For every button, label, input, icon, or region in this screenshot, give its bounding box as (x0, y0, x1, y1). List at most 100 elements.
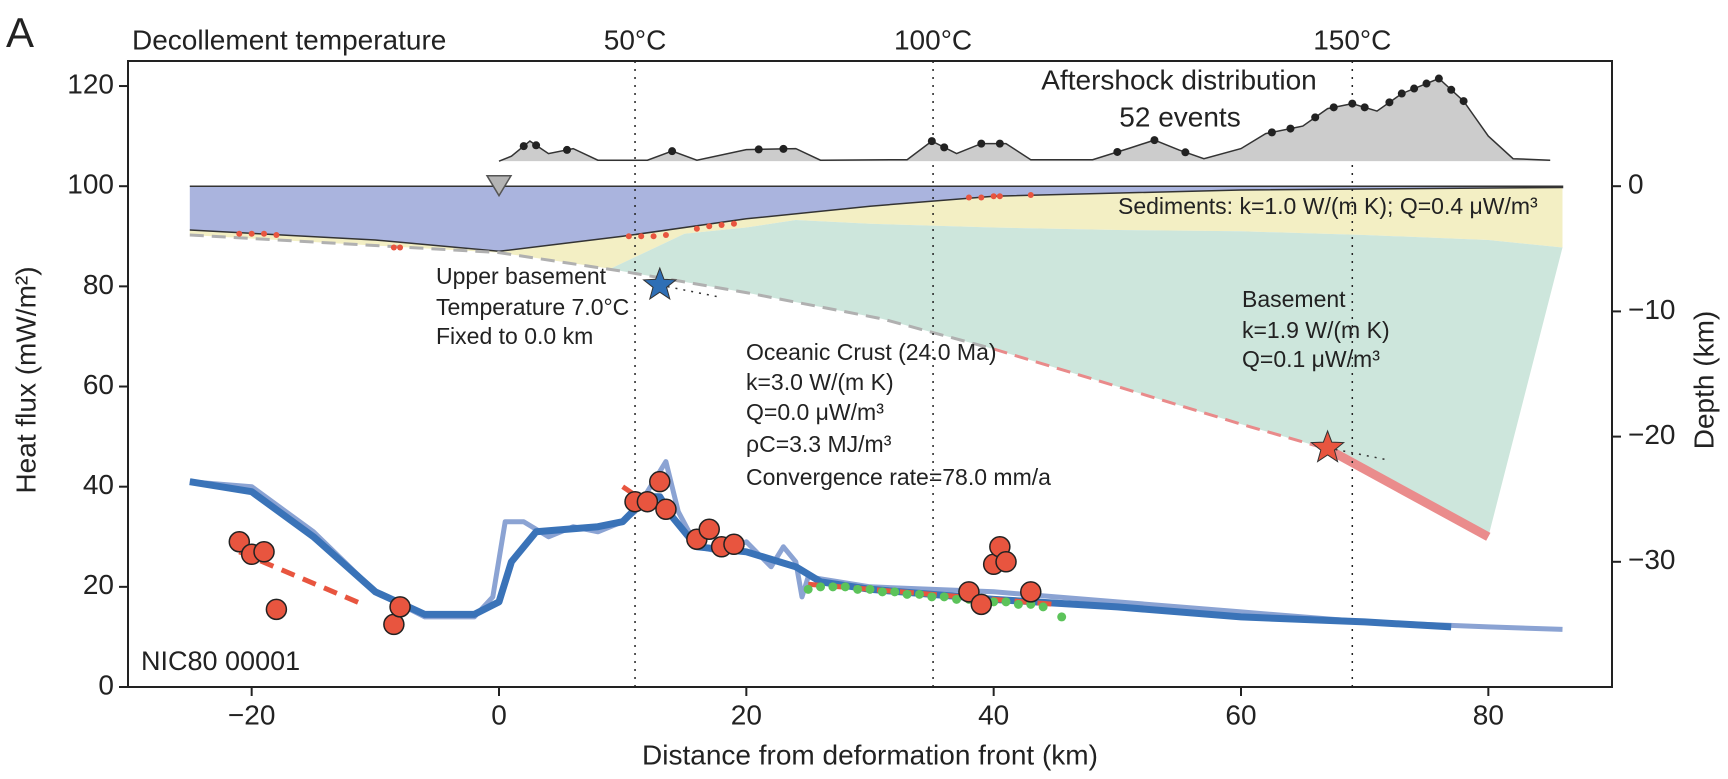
annotation: k=1.9 W/(m K) (1242, 317, 1390, 343)
x-axis-label: Distance from deformation front (km) (642, 739, 1098, 770)
aftershock-event (977, 139, 986, 148)
aftershock-event (1113, 147, 1122, 156)
aftershock-event (1181, 148, 1190, 157)
green-point (1057, 612, 1067, 622)
profile-event (978, 194, 985, 201)
annotation: Q=0.0 μW/m³ (746, 399, 884, 425)
aftershock-event (1410, 84, 1419, 93)
annotation: Basement (1242, 286, 1346, 312)
green-point (816, 582, 826, 592)
y-tick-label: 20 (83, 569, 114, 600)
profile-event (261, 230, 268, 237)
annotation: ρC=3.3 MJ/m³ (746, 431, 892, 457)
aftershock-event (563, 145, 572, 154)
profile-event (397, 244, 404, 251)
aftershock-event (519, 142, 528, 151)
aftershock-event (668, 147, 677, 156)
aftershock-event (1385, 98, 1394, 107)
y-tick-label: 80 (83, 269, 114, 300)
observed-point (698, 518, 720, 540)
annotation: Sediments: k=1.0 W/(m K); Q=0.4 μW/m³ (1118, 193, 1538, 219)
green-point (1001, 597, 1011, 607)
green-point (803, 584, 813, 594)
panel-label: A (6, 9, 34, 56)
y-tick-label: 100 (67, 169, 114, 200)
green-point (828, 582, 838, 592)
aftershock-event (995, 139, 1004, 148)
profile-event (706, 223, 713, 230)
aftershock-event (927, 137, 936, 146)
profile-event (718, 222, 725, 229)
temperature-tick-label: 100°C (894, 24, 972, 55)
aftershock-event (1150, 136, 1159, 145)
profile-event (730, 220, 737, 227)
y-tick-label: 60 (83, 369, 114, 400)
green-point (914, 589, 924, 599)
annotation: Q=0.1 μW/m³ (1242, 346, 1380, 372)
x-tick-label: −20 (228, 699, 276, 730)
plot: 50°C 100°C 150°C −20 0 20 40 60 80 0 20 40 60 80 100 12… (67, 24, 1675, 730)
annotations: Aftershock distribution 52 events Sedime… (141, 64, 1538, 676)
aftershock-event (754, 145, 763, 154)
region (610, 220, 1563, 537)
aftershock-event (1397, 89, 1406, 98)
y2-tick-label: 0 (1628, 169, 1644, 200)
aftershock-event (1267, 128, 1276, 137)
aftershock-event (1459, 97, 1468, 106)
y-tick-label: 40 (83, 469, 114, 500)
green-point (877, 587, 887, 597)
y-tick-label: 120 (67, 68, 114, 99)
profile-event (1027, 191, 1034, 198)
profile-event (390, 244, 397, 251)
observed-point (649, 470, 671, 493)
x-tick-label: 80 (1473, 699, 1504, 730)
annotation: k=3.0 W/(m K) (746, 369, 894, 395)
green-point (902, 589, 912, 599)
observed-point (389, 596, 411, 618)
aftershock-event (940, 143, 949, 152)
profile-event (990, 193, 997, 200)
star (1310, 429, 1346, 463)
x-tick-label: 20 (731, 699, 762, 730)
green-point (939, 592, 949, 602)
green-point (890, 587, 900, 597)
observed-point (1020, 581, 1042, 603)
annotation: Temperature 7.0°C (436, 294, 629, 320)
profile-event (273, 232, 280, 239)
region (189, 187, 1563, 269)
annotation: Aftershock distribution (1041, 64, 1316, 95)
region (189, 186, 1563, 252)
observed-point (655, 498, 677, 520)
aftershock-event (1434, 74, 1443, 83)
profile-event (236, 230, 243, 237)
aftershock-event (1360, 103, 1369, 112)
annotation: NIC80 00001 (141, 646, 300, 676)
heat-flux-line (189, 478, 1452, 631)
y-tick-label: 0 (98, 669, 114, 700)
x-tick-label: 0 (491, 699, 507, 730)
aftershock-event (1348, 99, 1357, 108)
decollement (1325, 445, 1491, 541)
aftershock-event (1286, 124, 1295, 133)
temperature-tick-label: 150°C (1313, 24, 1391, 55)
profile-event (662, 232, 669, 239)
star (642, 266, 678, 301)
seafloor-outline (189, 185, 1564, 253)
observed-point (265, 598, 288, 621)
top-axis-label: Decollement temperature (132, 24, 446, 55)
profile-event (996, 193, 1003, 200)
aftershock-area (499, 78, 1551, 162)
y2-tick-label: −20 (1628, 419, 1676, 450)
green-point (1013, 599, 1023, 609)
aftershock-event (1311, 113, 1320, 122)
profile-event (965, 194, 972, 201)
green-point (840, 582, 850, 592)
x-tick-label: 40 (978, 699, 1009, 730)
x-tick-label: 60 (1225, 699, 1256, 730)
aftershock-event (1447, 85, 1456, 94)
green-point (853, 584, 863, 594)
y2-axis-label: Depth (km) (1688, 311, 1719, 449)
observed-point (636, 490, 659, 513)
aftershock-event (1329, 103, 1338, 112)
